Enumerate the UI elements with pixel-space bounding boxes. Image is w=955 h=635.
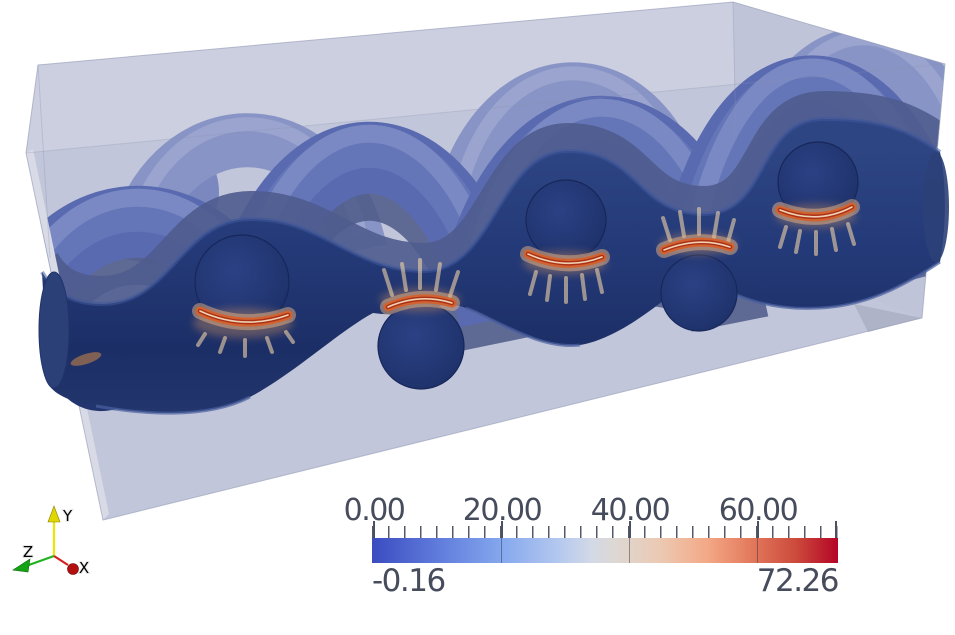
scalar-bar-min-label: -0.16 [372,563,446,599]
scalar-bar-minor-ticks [372,526,838,538]
scalar-bar-gridline [501,538,502,563]
scalar-bar[interactable]: 0.00 20.00 40.00 60.00 -0.16 72.26 [344,493,840,608]
x-axis-label: X [79,559,89,577]
box-bottom-sliver [854,304,922,332]
orientation-axes-widget: Y Z X [12,505,90,578]
z-axis-line [25,554,55,568]
yarn-end-disk [377,302,465,390]
scalar-bar-max-label: 72.26 [756,563,840,599]
x-axis-line [53,555,69,566]
scalar-bar-major-tick [373,521,375,538]
scalar-bar-major-tick [835,521,837,538]
yarn-end-disk [660,254,738,332]
hotspot-flares [196,207,856,358]
scalar-bar-tick-label: 20.00 [462,493,543,528]
scalar-bar-major-tick [629,521,631,538]
scalar-bar-major-tick [501,521,503,538]
front-yarn-top-highlight [40,116,942,307]
front-yarn-left-cut-face [38,271,70,389]
scalar-bar-tick-label: 60.00 [718,493,799,528]
scalar-bar-gridline [757,538,758,563]
stress-hotspots [70,199,860,366]
x-axis-arrow [67,563,79,575]
weave-depth-shadow [26,90,945,313]
z-axis-arrow [12,558,31,573]
y-axis-arrow [47,505,61,523]
scalar-bar-tick-label: 40.00 [590,493,671,528]
z-axis-label: Z [23,543,33,561]
scalar-bar-gridline [629,538,630,563]
yarn-end-disk [525,179,607,261]
scalar-bar-gradient [372,538,838,563]
hotspot-left-edge-glow [70,352,102,366]
scalar-bar-major-tick [757,521,759,538]
y-axis-label: Y [62,507,73,525]
scalar-bar-tick-label: 0.00 [343,493,406,528]
front-yarn-right-cut-face [923,152,949,262]
hotspot-arcs [192,199,860,331]
